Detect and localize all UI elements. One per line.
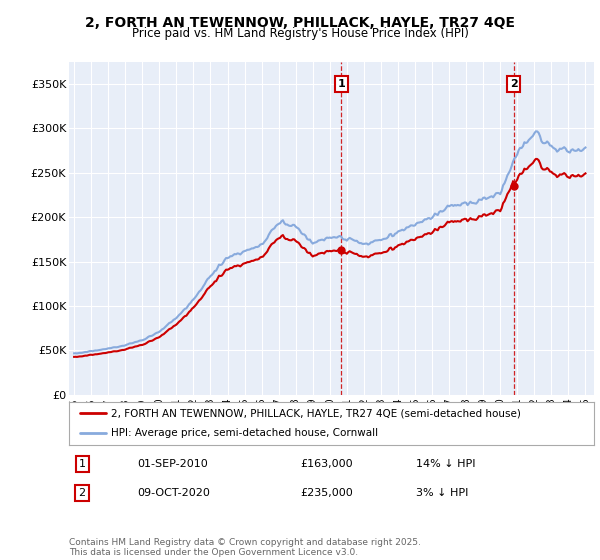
Text: Contains HM Land Registry data © Crown copyright and database right 2025.
This d: Contains HM Land Registry data © Crown c… [69, 538, 421, 557]
Text: 14% ↓ HPI: 14% ↓ HPI [415, 459, 475, 469]
Text: 09-OCT-2020: 09-OCT-2020 [137, 488, 210, 498]
Text: 2, FORTH AN TEWENNOW, PHILLACK, HAYLE, TR27 4QE (semi-detached house): 2, FORTH AN TEWENNOW, PHILLACK, HAYLE, T… [111, 408, 521, 418]
Text: 3% ↓ HPI: 3% ↓ HPI [415, 488, 468, 498]
Text: 01-SEP-2010: 01-SEP-2010 [137, 459, 208, 469]
Text: 1: 1 [79, 459, 86, 469]
Text: Price paid vs. HM Land Registry's House Price Index (HPI): Price paid vs. HM Land Registry's House … [131, 27, 469, 40]
Text: £163,000: £163,000 [300, 459, 353, 469]
Text: 2, FORTH AN TEWENNOW, PHILLACK, HAYLE, TR27 4QE: 2, FORTH AN TEWENNOW, PHILLACK, HAYLE, T… [85, 16, 515, 30]
Text: 2: 2 [79, 488, 86, 498]
Text: HPI: Average price, semi-detached house, Cornwall: HPI: Average price, semi-detached house,… [111, 428, 378, 438]
Text: 1: 1 [337, 79, 345, 89]
Text: 2: 2 [509, 79, 517, 89]
Text: £235,000: £235,000 [300, 488, 353, 498]
